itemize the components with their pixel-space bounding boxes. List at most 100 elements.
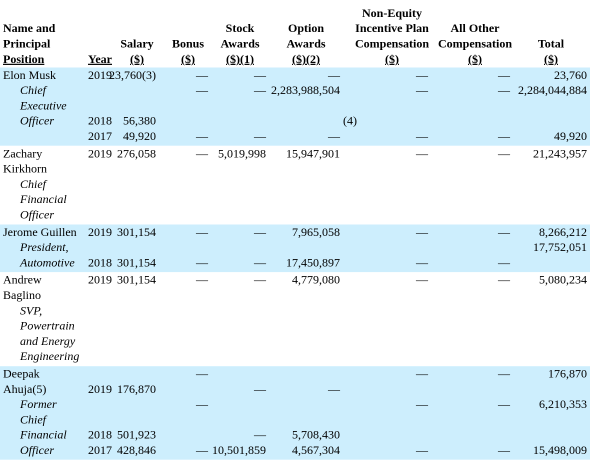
cell-stock: —: [253, 273, 267, 287]
header-label: ($): [468, 52, 482, 66]
header-label: ($)(2): [292, 52, 320, 66]
cell-option: 5,708,430: [292, 428, 340, 442]
header-label: Awards: [220, 36, 259, 50]
cell-stock: —: [253, 382, 267, 396]
cell-nonequity: —: [415, 225, 429, 239]
cell-nonequity: —: [415, 443, 429, 457]
cell-other: —: [497, 397, 511, 411]
cell-nonequity: —: [415, 255, 429, 269]
cell-option: 4,779,080: [292, 273, 340, 287]
cell-name: Kirkhorn: [3, 162, 47, 176]
cell-year: 2018: [88, 114, 112, 128]
cell-stock: 10,501,859: [212, 443, 266, 457]
cell-title: Former: [19, 397, 57, 411]
cell-salary: 301,154: [117, 273, 156, 287]
cell-other: —: [497, 146, 511, 160]
cell-stock: —: [253, 129, 267, 143]
cell-salary: 501,923: [117, 428, 156, 442]
cell-other: —: [497, 273, 511, 287]
cell-bonus: —: [195, 255, 209, 269]
header-label: Non-Equity: [362, 6, 422, 20]
cell-nonequity: —: [415, 397, 429, 411]
cell-year: 2017: [88, 443, 112, 457]
cell-note: (4): [343, 114, 357, 128]
cell-nonequity: —: [415, 129, 429, 143]
header-label: Compensation: [438, 36, 512, 50]
cell-total: 2,284,044,884: [518, 83, 587, 97]
cell-bonus: —: [195, 443, 209, 457]
cell-salary: 428,846: [117, 443, 156, 457]
row-band: [0, 67, 590, 146]
cell-title: Officer: [20, 114, 54, 128]
header-label: Compensation: [355, 36, 429, 50]
header-label: All Other: [451, 21, 501, 35]
header-label: ($): [130, 52, 144, 66]
cell-year: 2018: [88, 255, 112, 269]
row-band: [0, 366, 590, 460]
cell-salary: 276,058: [117, 146, 156, 160]
cell-year: 2019: [88, 68, 112, 82]
cell-name: Ahuja(5): [3, 382, 46, 396]
cell-total: 23,760: [554, 68, 587, 82]
header-label: Year: [88, 52, 113, 66]
cell-total: 176,870: [548, 366, 587, 380]
cell-total: 8,266,212: [539, 225, 587, 239]
cell-title: Powertrain: [19, 319, 75, 333]
cell-bonus: —: [195, 146, 209, 160]
cell-other: —: [497, 443, 511, 457]
cell-salary: 49,920: [123, 129, 156, 143]
header-label: Stock: [226, 21, 255, 35]
cell-stock: —: [253, 225, 267, 239]
cell-year: 2019: [88, 273, 112, 287]
cell-year: 2019: [88, 146, 112, 160]
cell-nonequity: —: [415, 68, 429, 82]
cell-total: 6,210,353: [539, 397, 587, 411]
cell-option: 7,965,058: [292, 225, 340, 239]
cell-year: 2018: [88, 428, 112, 442]
cell-stock: —: [253, 68, 267, 82]
cell-title: Chief: [20, 83, 48, 97]
cell-title: Officer: [20, 207, 54, 221]
cell-other: —: [497, 255, 511, 269]
row-band: [0, 224, 590, 273]
cell-title: and Energy: [20, 334, 76, 348]
cell-bonus: —: [195, 397, 209, 411]
cell-option: 17,450,897: [286, 255, 340, 269]
cell-title: Automotive: [19, 255, 75, 269]
cell-stock: —: [253, 255, 267, 269]
header-label: Total: [538, 36, 565, 50]
cell-nonequity: —: [415, 273, 429, 287]
cell-salary: 301,154: [117, 225, 156, 239]
cell-other: —: [497, 129, 511, 143]
cell-salary: 56,380: [123, 114, 156, 128]
header-label: Salary: [120, 36, 153, 50]
header-label: Incentive Plan: [355, 21, 429, 35]
cell-total: 5,080,234: [539, 273, 587, 287]
cell-nonequity: —: [415, 146, 429, 160]
cell-stock: —: [253, 83, 267, 97]
cell-title: SVP,: [20, 303, 42, 317]
cell-stock: 5,019,998: [218, 146, 266, 160]
cell-option: 2,283,988,504: [271, 83, 340, 97]
cell-nonequity: —: [415, 83, 429, 97]
header-label: Position: [3, 52, 45, 66]
header-label: ($): [181, 52, 195, 66]
cell-stock: —: [253, 428, 267, 442]
header-label: Bonus: [172, 36, 204, 50]
cell-bonus: —: [195, 273, 209, 287]
header-label: ($): [385, 52, 399, 66]
cell-bonus: —: [195, 83, 209, 97]
cell-nonequity: —: [415, 366, 429, 380]
header-label: ($): [544, 52, 558, 66]
cell-name: Andrew: [3, 273, 42, 287]
header-label: Option: [288, 21, 324, 35]
cell-option: —: [327, 382, 341, 396]
cell-title: Engineering: [19, 349, 79, 363]
cell-other: —: [497, 366, 511, 380]
cell-other: —: [497, 83, 511, 97]
cell-salary: 176,870: [117, 382, 156, 396]
header-label: Principal: [3, 36, 51, 50]
cell-other: —: [497, 225, 511, 239]
cell-salary: 301,154: [117, 255, 156, 269]
